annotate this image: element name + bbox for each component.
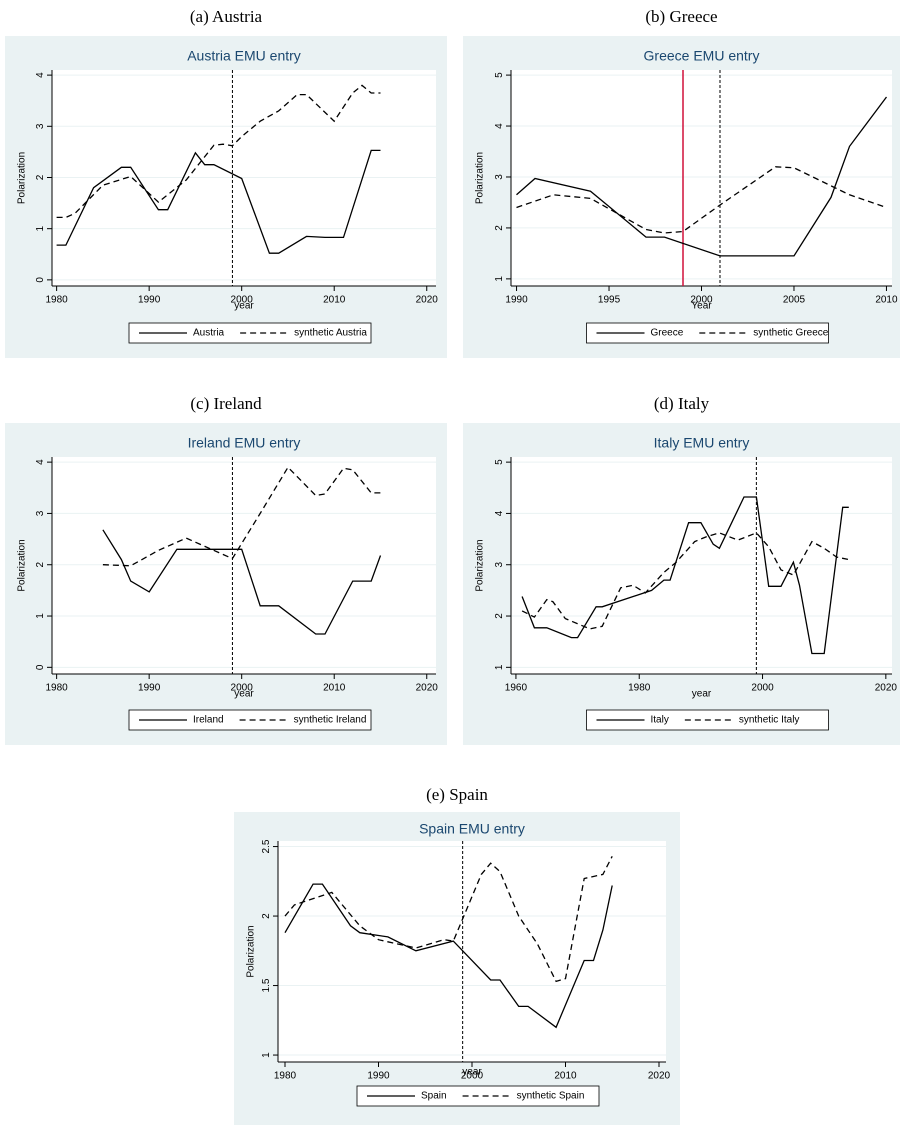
legend-label: Greece bbox=[651, 328, 684, 339]
x-tick-label: 1990 bbox=[505, 295, 528, 306]
y-axis-label: Polarization bbox=[246, 925, 257, 977]
x-tick-label: 2020 bbox=[416, 295, 439, 306]
x-tick-label: 1990 bbox=[138, 295, 161, 306]
x-tick-label: 2010 bbox=[323, 295, 346, 306]
y-tick-label: 3 bbox=[494, 562, 505, 568]
y-tick-label: 2.5 bbox=[261, 839, 272, 853]
series-line bbox=[56, 149, 381, 254]
y-tick-label: 1 bbox=[494, 276, 505, 282]
caption: (d) Italy bbox=[654, 394, 710, 413]
y-tick-label: 3 bbox=[35, 510, 46, 516]
x-tick-label: 1995 bbox=[598, 295, 621, 306]
series-line bbox=[521, 496, 849, 655]
x-tick-label: 2000 bbox=[461, 1071, 484, 1082]
plot-area bbox=[52, 70, 436, 286]
y-tick-label: 3 bbox=[35, 123, 46, 129]
legend-label: synthetic Spain bbox=[517, 1091, 585, 1102]
x-tick-label: 2020 bbox=[416, 683, 439, 694]
y-axis-label: Polarization bbox=[475, 152, 486, 204]
x-tick-label: 2000 bbox=[231, 295, 254, 306]
x-tick-label: 1990 bbox=[367, 1071, 390, 1082]
x-tick-label: 2000 bbox=[690, 295, 713, 306]
x-tick-label: 1980 bbox=[628, 683, 651, 694]
y-tick-label: 5 bbox=[494, 459, 505, 465]
legend bbox=[128, 322, 372, 344]
x-tick-label: 1960 bbox=[505, 683, 528, 694]
y-tick-label: 5 bbox=[494, 72, 505, 78]
x-tick-label: 2010 bbox=[323, 683, 346, 694]
plot-area bbox=[52, 457, 436, 674]
x-axis-label: year bbox=[234, 301, 254, 312]
x-tick-label: 2010 bbox=[554, 1071, 577, 1082]
y-tick-label: 0 bbox=[35, 277, 46, 283]
y-tick-label: 4 bbox=[35, 459, 46, 465]
legend-label: synthetic Austria bbox=[294, 328, 367, 339]
legend-label: Ireland bbox=[193, 715, 224, 726]
legend-label: Austria bbox=[193, 328, 225, 339]
legend-label: Spain bbox=[421, 1091, 447, 1102]
x-tick-label: 2020 bbox=[648, 1071, 671, 1082]
x-tick-label: 1980 bbox=[274, 1071, 297, 1082]
y-tick-label: 2 bbox=[494, 225, 505, 231]
x-tick-label: 1980 bbox=[46, 295, 69, 306]
x-axis-label: Year bbox=[691, 301, 712, 312]
caption: (c) Ireland bbox=[190, 394, 262, 413]
y-tick-label: 4 bbox=[494, 123, 505, 129]
caption: (a) Austria bbox=[190, 7, 263, 26]
chart-title: Ireland EMU entry bbox=[188, 435, 301, 451]
series-line bbox=[521, 532, 849, 630]
legend-label: synthetic Italy bbox=[739, 715, 800, 726]
y-tick-label: 2 bbox=[35, 174, 46, 180]
series-line bbox=[516, 96, 888, 257]
y-tick-label: 1 bbox=[494, 664, 505, 670]
x-tick-label: 2020 bbox=[875, 683, 898, 694]
x-axis-label: year bbox=[692, 689, 712, 700]
y-tick-label: 4 bbox=[35, 72, 46, 78]
x-tick-label: 2000 bbox=[231, 683, 254, 694]
y-tick-label: 2 bbox=[494, 613, 505, 619]
x-tick-label: 1990 bbox=[138, 683, 161, 694]
caption: (e) Spain bbox=[426, 785, 488, 804]
y-tick-label: 2 bbox=[35, 562, 46, 568]
x-tick-label: 1980 bbox=[46, 683, 69, 694]
y-axis-label: Polarization bbox=[17, 539, 28, 591]
legend-label: synthetic Ireland bbox=[294, 715, 367, 726]
plot-area bbox=[511, 70, 892, 286]
y-tick-label: 0 bbox=[35, 664, 46, 670]
y-axis-label: Polarization bbox=[475, 539, 486, 591]
series-line bbox=[56, 84, 381, 219]
y-tick-label: 3 bbox=[494, 174, 505, 180]
chart-title: Spain EMU entry bbox=[419, 821, 525, 837]
y-tick-label: 1.5 bbox=[261, 978, 272, 992]
y-axis-label: Polarization bbox=[17, 152, 28, 204]
chart-title: Italy EMU entry bbox=[654, 435, 750, 451]
y-tick-label: 4 bbox=[494, 510, 505, 516]
y-tick-label: 1 bbox=[261, 1052, 272, 1058]
y-tick-label: 2 bbox=[261, 913, 272, 919]
series-line bbox=[516, 166, 887, 234]
legend-label: Italy bbox=[651, 715, 669, 726]
chart-title: Greece EMU entry bbox=[644, 48, 760, 64]
x-axis-label: year bbox=[234, 689, 254, 700]
x-tick-label: 2005 bbox=[783, 295, 806, 306]
chart-title: Austria EMU entry bbox=[187, 48, 301, 64]
plot-area bbox=[278, 841, 666, 1062]
legend-label: synthetic Greece bbox=[753, 328, 828, 339]
x-tick-label: 2000 bbox=[751, 683, 774, 694]
y-tick-label: 1 bbox=[35, 613, 46, 619]
y-tick-label: 1 bbox=[35, 225, 46, 231]
legend bbox=[586, 322, 829, 344]
caption: (b) Greece bbox=[645, 7, 717, 26]
series-line bbox=[284, 883, 613, 1029]
series-line bbox=[284, 856, 613, 983]
x-tick-label: 2010 bbox=[875, 295, 898, 306]
series-line bbox=[102, 529, 382, 635]
x-axis-label: year bbox=[462, 1067, 482, 1078]
